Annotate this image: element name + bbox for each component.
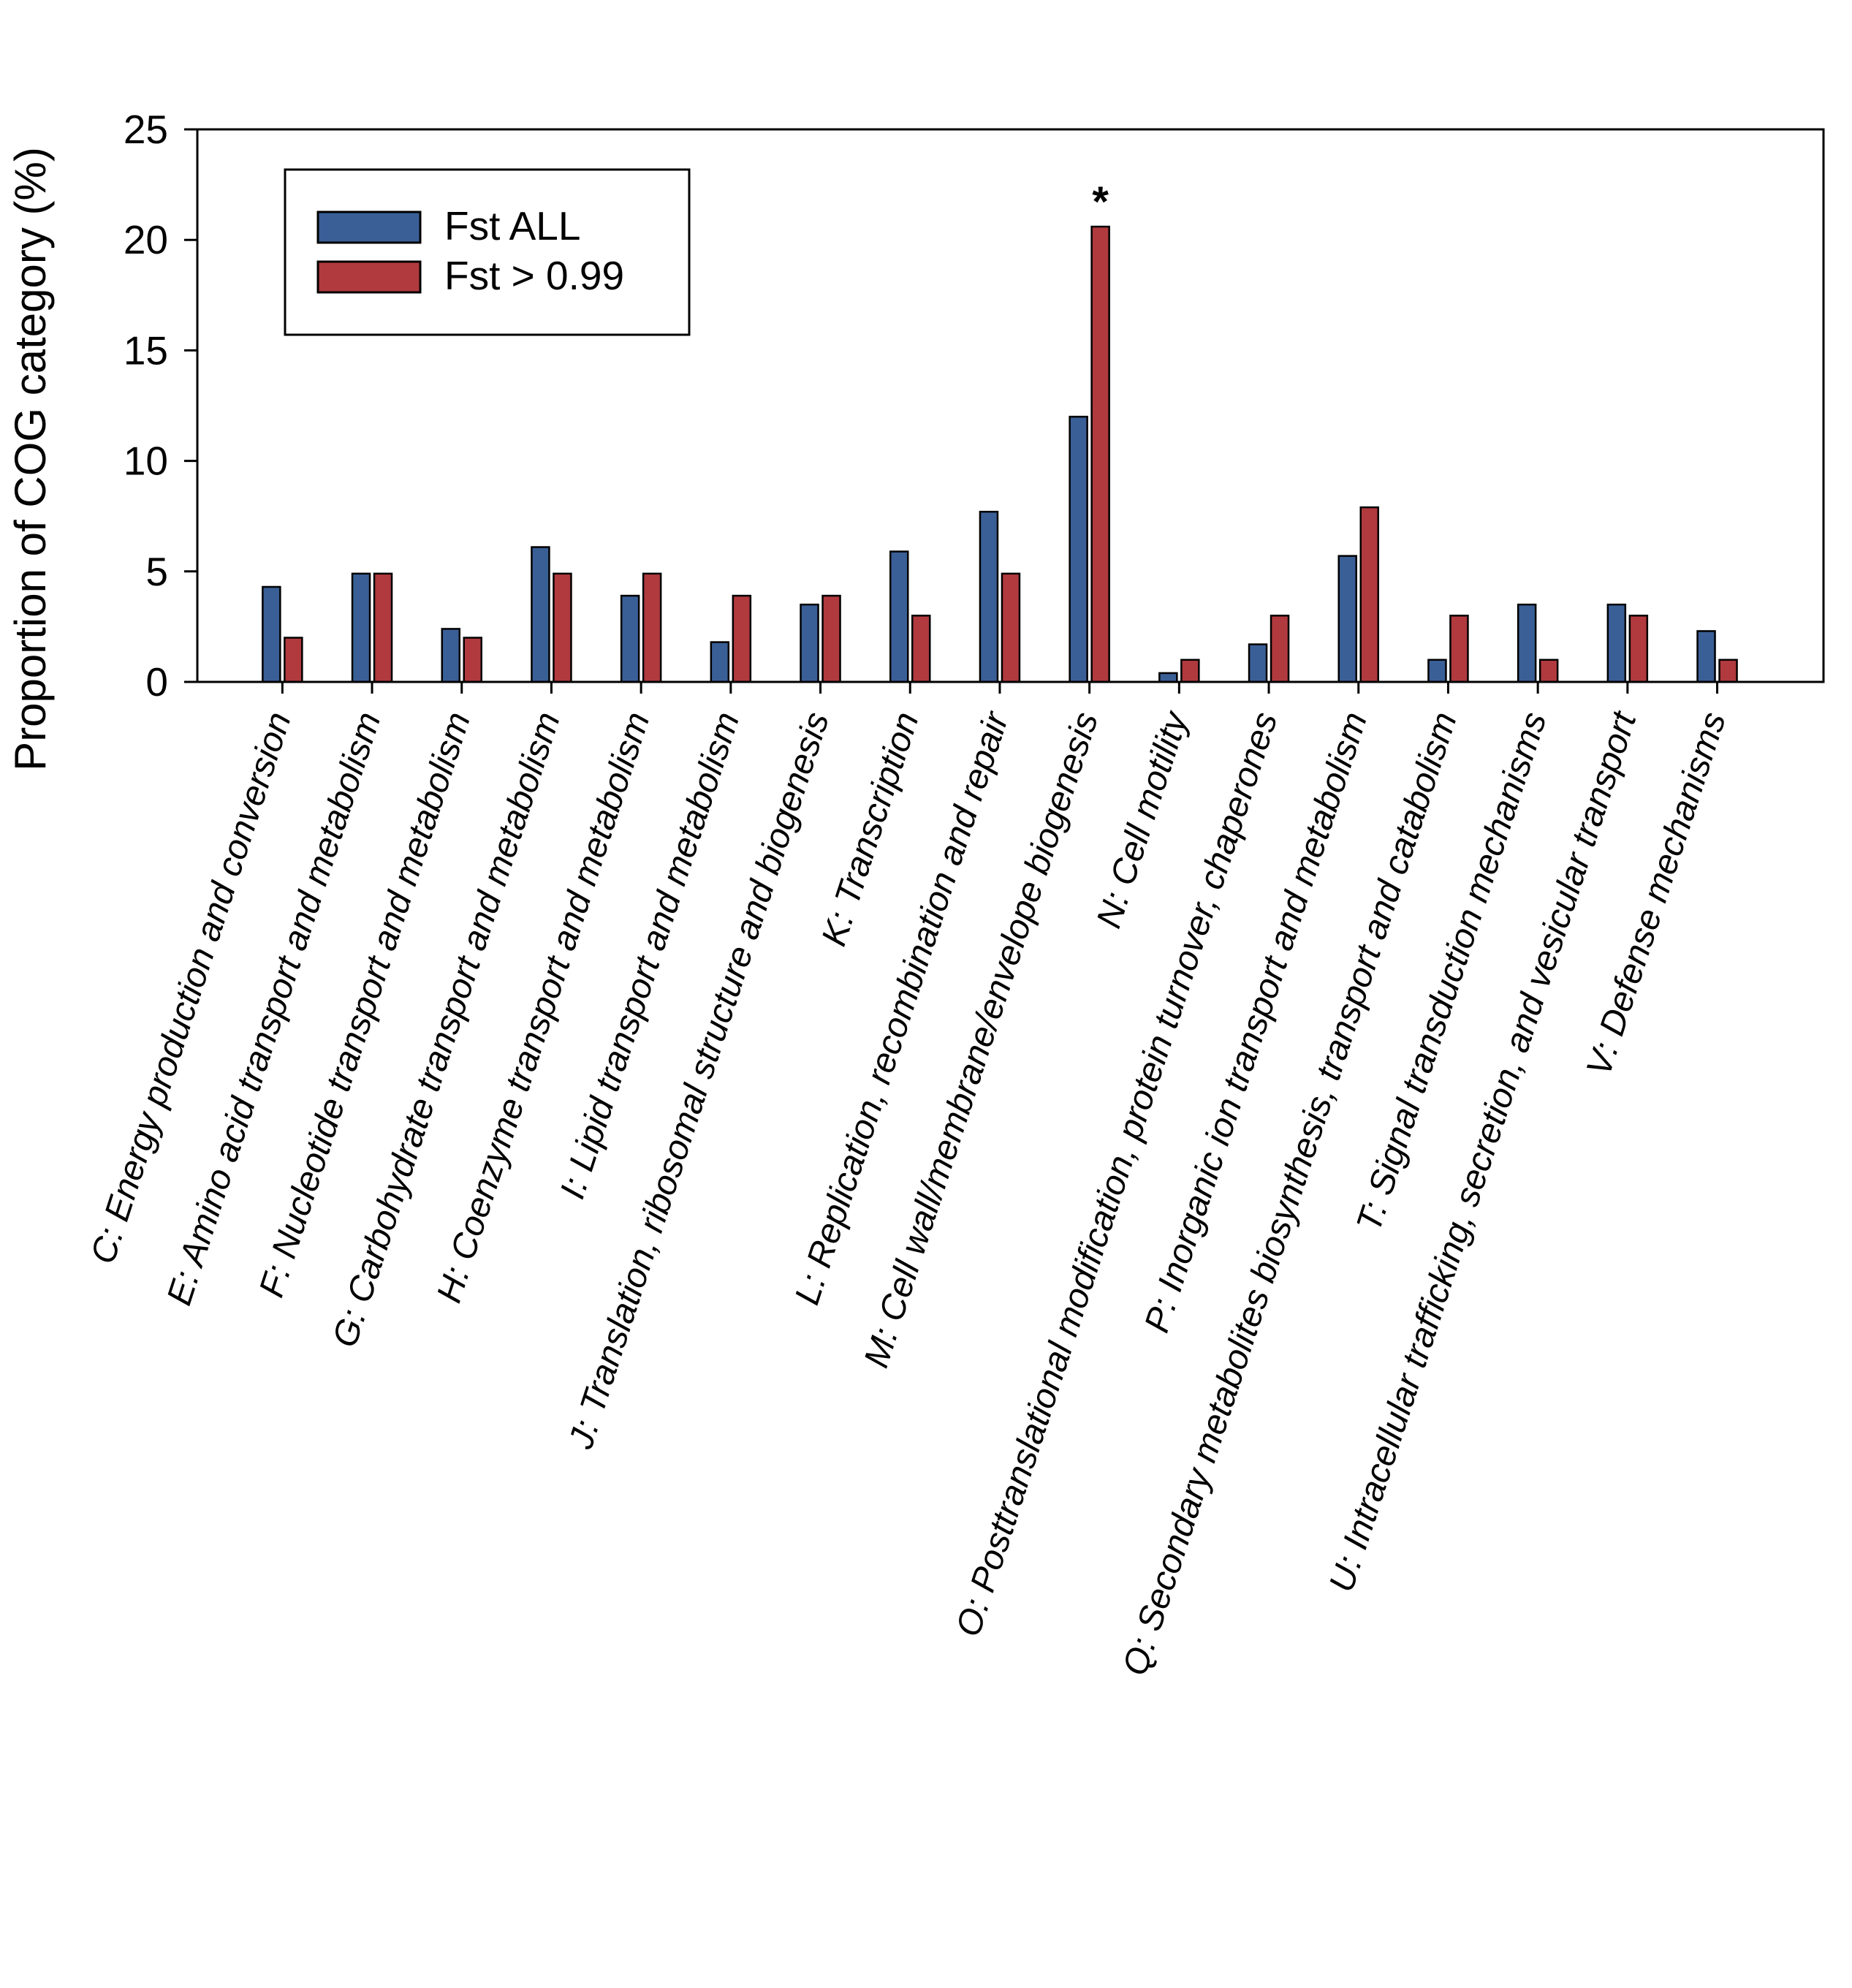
bar-fst-all-11 [1248,643,1268,683]
y-tick-label-0: 0 [145,659,168,705]
axes-group [184,128,1825,694]
bar-fst-099-12 [1359,506,1379,683]
bar-fst-099-16 [1718,659,1738,683]
bar-fst-099-9 [1090,225,1110,683]
bar-fst-099-15 [1628,615,1649,683]
legend: Fst ALL Fst > 0.99 [284,168,691,336]
plot-frame [196,128,1825,683]
bar-fst-all-3 [531,546,550,683]
bar-fst-all-2 [441,628,460,683]
bar-fst-099-5 [732,594,752,683]
bar-fst-all-8 [979,510,999,683]
legend-label-0: Fst ALL [444,203,580,248]
bar-fst-all-10 [1158,672,1178,683]
y-tick-label-2: 10 [124,439,168,484]
bars-group [262,225,1738,683]
legend-box [284,168,691,336]
bar-fst-099-3 [553,572,572,683]
bar-fst-all-13 [1427,659,1447,683]
bar-fst-all-5 [710,641,730,683]
bar-fst-all-12 [1337,555,1357,683]
bar-fst-all-0 [262,585,281,683]
bar-fst-099-2 [463,637,482,683]
bar-fst-099-1 [373,572,393,683]
y-tick-label-5: 25 [124,107,168,152]
bar-fst-all-6 [800,603,819,683]
bar-fst-all-1 [351,572,371,683]
bar-fst-all-15 [1606,603,1627,683]
bar-fst-099-14 [1538,659,1559,683]
annotations: * [1092,178,1109,226]
bar-fst-099-0 [284,637,303,683]
bar-fst-all-14 [1517,603,1537,683]
y-tick-labels: 0 5 10 15 20 25 [124,107,168,705]
bar-fst-099-8 [1001,572,1021,683]
y-tick-label-1: 5 [145,549,168,594]
bar-fst-all-9 [1069,415,1088,683]
bar-fst-all-4 [620,594,640,683]
y-tick-label-4: 20 [124,217,168,262]
bar-fst-099-6 [821,594,841,683]
bar-fst-099-7 [911,615,931,683]
bar-fst-099-10 [1180,659,1200,683]
bar-fst-all-16 [1696,630,1716,683]
bar-fst-all-7 [889,550,909,683]
bar-fst-099-4 [642,572,662,683]
bar-fst-099-11 [1270,615,1290,683]
legend-swatch-1 [316,260,422,294]
legend-label-1: Fst > 0.99 [444,253,624,298]
bar-fst-099-13 [1449,615,1469,683]
y-tick-label-3: 15 [124,327,168,373]
significance-asterisk: * [1092,178,1109,226]
legend-swatch-0 [316,210,422,244]
y-axis-label: Proportion of COG category (%) [6,147,55,771]
